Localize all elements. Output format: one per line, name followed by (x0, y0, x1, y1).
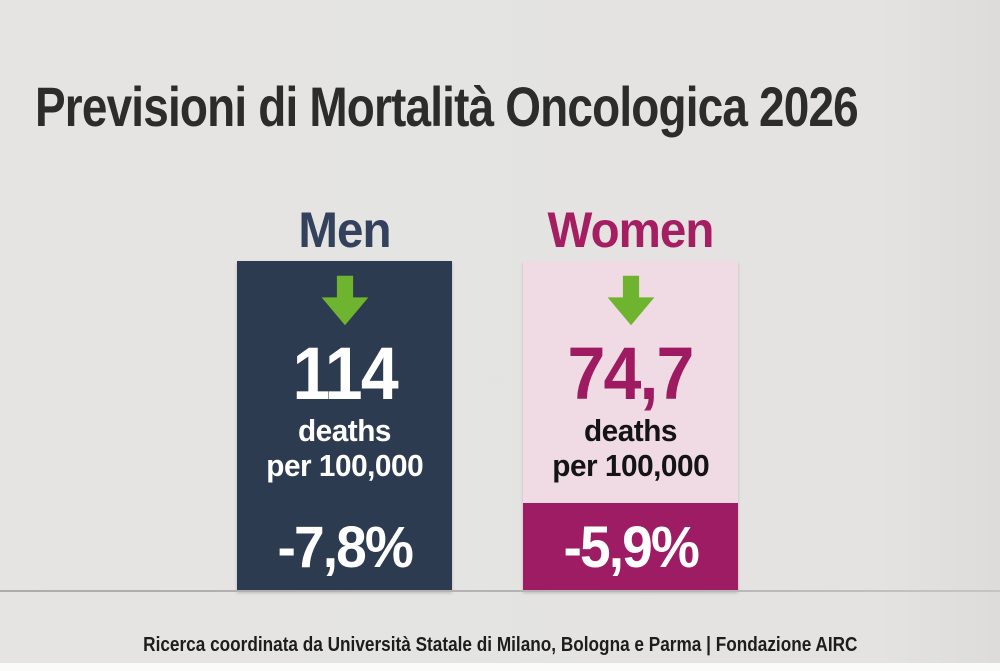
men-unit-line2: per 100,000 (266, 448, 423, 483)
divider-line (0, 590, 1000, 592)
women-card: 74,7 deaths per 100,000 -5,9% (523, 261, 738, 591)
men-change-value: -7,8% (277, 514, 413, 580)
men-label: Men (298, 202, 391, 258)
men-card: 114 deaths per 100,000 -7,8% (237, 261, 452, 591)
footer-credit-text: Ricerca coordinata da Università Statale… (142, 634, 858, 656)
women-value: 74,7 (567, 332, 695, 415)
bottom-strip (0, 663, 1000, 671)
women-unit-line1: deaths (583, 413, 678, 448)
women-change-band: -5,9% (523, 503, 738, 591)
men-change-band: -7,8% (237, 503, 452, 591)
women-card-top: 74,7 deaths per 100,000 (523, 261, 738, 503)
men-value: 114 (292, 332, 398, 415)
footer-credit: Ricerca coordinata da Università Statale… (0, 632, 1000, 658)
page-title: Previsioni di Mortalità Oncologica 2026 (35, 75, 859, 138)
arrow-down-icon (318, 274, 372, 328)
men-unit-line1: deaths (297, 413, 392, 448)
men-card-top: 114 deaths per 100,000 (237, 261, 452, 503)
women-label: Women (547, 202, 715, 258)
arrow-down-icon (604, 274, 658, 328)
women-unit-line2: per 100,000 (552, 448, 709, 483)
women-change-value: -5,9% (563, 514, 699, 580)
